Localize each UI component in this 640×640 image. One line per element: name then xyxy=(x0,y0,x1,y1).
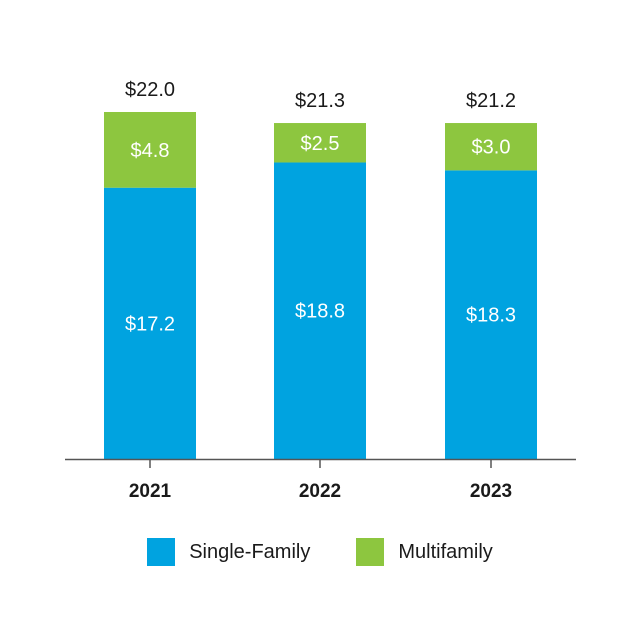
bar-single-family-2021 xyxy=(104,187,196,459)
legend-label-multifamily: Multifamily xyxy=(398,540,493,563)
legend-label-single-family: Single-Family xyxy=(189,540,311,563)
legend-item-multifamily: Multifamily xyxy=(356,538,493,566)
bar-multifamily-2022 xyxy=(274,123,366,163)
x-ticks-layer: 2021 2022 2023 xyxy=(129,459,512,502)
x-tick-label-2021: 2021 xyxy=(129,481,172,502)
bar-multifamily-2023 xyxy=(445,123,537,171)
bar-multifamily-2021 xyxy=(104,112,196,188)
data-label-single-family-2021: $17.2 xyxy=(125,313,175,335)
data-label-multifamily-2023: $3.0 xyxy=(472,137,511,159)
legend-swatch-single-family xyxy=(147,538,176,566)
bar-single-family-2022 xyxy=(274,162,366,460)
data-label-single-family-2023: $18.3 xyxy=(466,305,516,327)
data-label-multifamily-2022: $2.5 xyxy=(301,133,340,155)
data-label-single-family-2022: $18.8 xyxy=(295,301,345,323)
legend-swatch-multifamily xyxy=(356,538,385,566)
x-tick-label-2022: 2022 xyxy=(299,481,341,502)
bars-layer xyxy=(104,112,537,460)
x-tick-label-2023: 2023 xyxy=(470,481,512,502)
legend-item-single-family: Single-Family xyxy=(147,538,310,566)
total-label-2022: $21.3 xyxy=(295,90,345,112)
legend: Single-Family Multifamily xyxy=(0,536,640,568)
data-label-multifamily-2021: $4.8 xyxy=(131,140,170,162)
bar-single-family-2023 xyxy=(445,170,537,460)
labels-layer: $17.2 $4.8 $22.0 $18.8 $2.5 $21.3 $18.3 $3.0 $21… xyxy=(125,79,516,335)
total-label-2021: $22.0 xyxy=(125,79,175,101)
total-label-2023: $21.2 xyxy=(466,90,516,112)
